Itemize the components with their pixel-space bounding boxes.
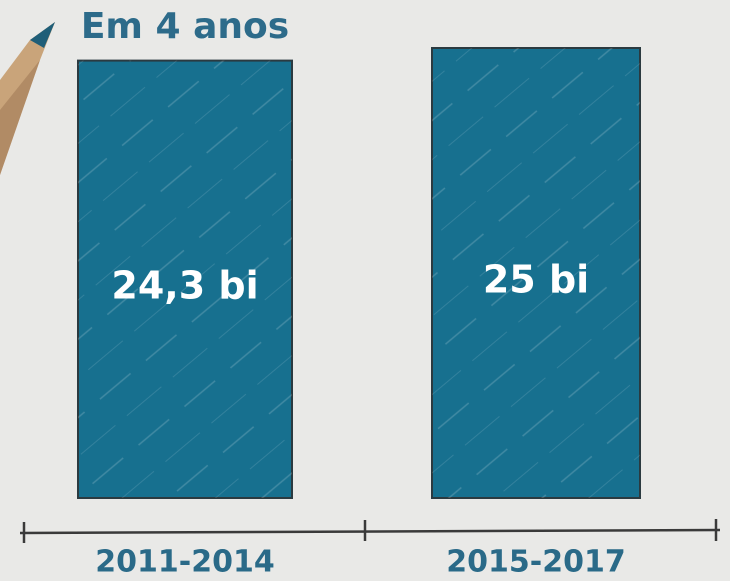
x-tick-label: 2011-2014 bbox=[95, 545, 274, 580]
pencil bbox=[0, 22, 55, 175]
annotation: Em 4 anos bbox=[81, 6, 289, 47]
x-tick-label: 2015-2017 bbox=[446, 545, 625, 580]
value-label: 24,3 bi bbox=[111, 264, 258, 308]
bar-texture bbox=[432, 48, 640, 498]
value-label: 25 bi bbox=[483, 258, 589, 302]
x-axis bbox=[19, 519, 721, 543]
bar-texture bbox=[78, 60, 292, 498]
